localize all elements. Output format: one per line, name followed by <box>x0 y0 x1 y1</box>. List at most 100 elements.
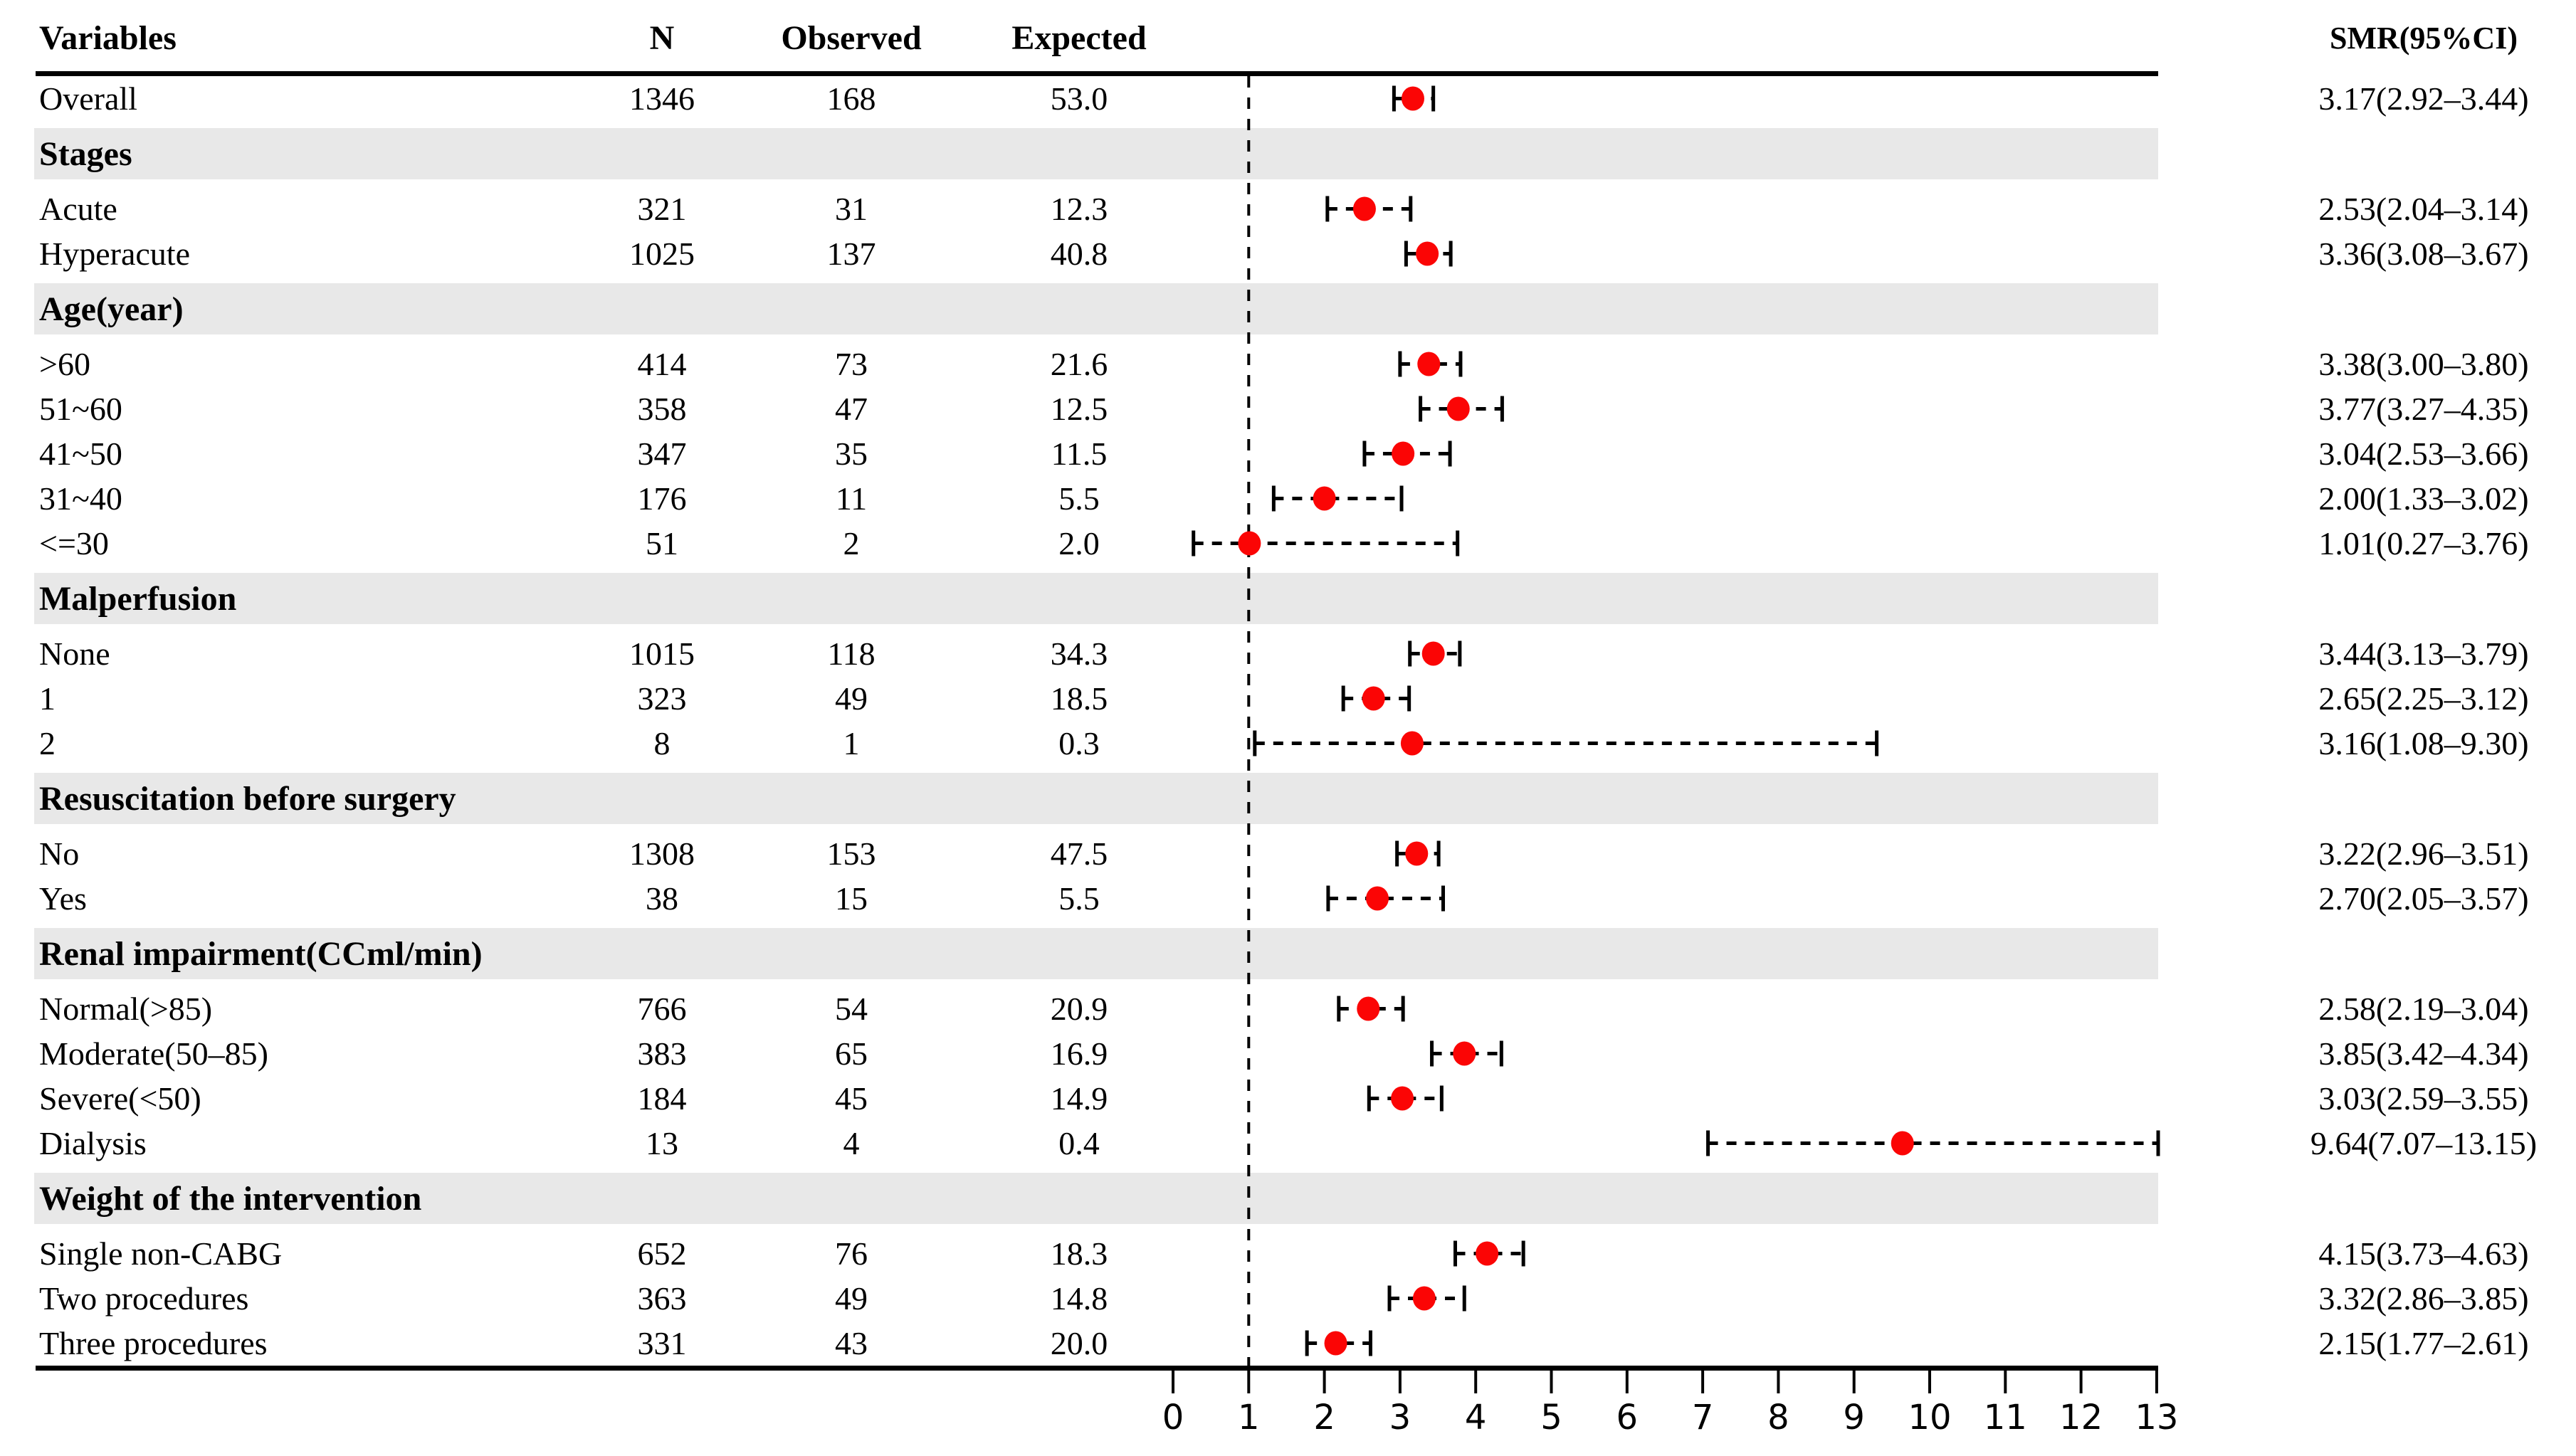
row-label: 51~60 <box>39 391 122 427</box>
table-row: Single non-CABG 652 76 18.3 4.15(3.73–4.63) <box>0 1231 2576 1276</box>
row-label: 2 <box>39 725 56 761</box>
table-row: 2 8 1 0.3 3.16(1.08–9.30) <box>0 721 2576 766</box>
table-row: Two procedures 363 49 14.8 3.32(2.86–3.85) <box>0 1276 2576 1321</box>
row-n: 1308 <box>629 835 695 872</box>
row-observed: 47 <box>835 391 868 427</box>
row-smr-ci: 2.70(2.05–3.57) <box>2318 880 2529 917</box>
row-smr-ci: 3.38(3.00–3.80) <box>2318 346 2529 382</box>
row-label: None <box>39 635 110 672</box>
row-smr-ci: 3.16(1.08–9.30) <box>2318 725 2529 761</box>
row-expected: 11.5 <box>1051 436 1108 472</box>
row-label: 1 <box>39 680 56 717</box>
section-label: Stages <box>39 134 132 173</box>
table-row: Severe(<50) 184 45 14.9 3.03(2.59–3.55) <box>0 1076 2576 1121</box>
row-observed: 76 <box>835 1235 868 1272</box>
col-header-n: N <box>649 19 675 57</box>
row-observed: 49 <box>835 1280 868 1317</box>
row-n: 383 <box>637 1035 687 1072</box>
row-observed: 54 <box>835 991 868 1027</box>
row-observed: 65 <box>835 1035 868 1072</box>
row-smr-ci: 3.36(3.08–3.67) <box>2318 236 2529 272</box>
table-row: Dialysis 13 4 0.4 9.64(7.07–13.15) <box>0 1121 2576 1166</box>
row-expected: 20.9 <box>1050 991 1108 1027</box>
row-observed: 11 <box>835 480 868 517</box>
table-row: Three procedures 331 43 20.0 2.15(1.77–2.61) <box>0 1321 2576 1366</box>
row-expected: 14.8 <box>1050 1280 1108 1317</box>
row-expected: 0.3 <box>1058 725 1100 761</box>
row-n: 323 <box>637 680 687 717</box>
table-row: No 1308 153 47.5 3.22(2.96–3.51) <box>0 831 2576 876</box>
row-n: 13 <box>646 1125 678 1161</box>
row-label: Severe(<50) <box>39 1080 201 1117</box>
table-row: Acute 321 31 12.3 2.53(2.04–3.14) <box>0 186 2576 231</box>
row-label: Single non-CABG <box>39 1235 283 1272</box>
row-n: 1025 <box>629 236 695 272</box>
row-n: 347 <box>637 436 687 472</box>
section-band: Resuscitation before surgery <box>34 773 2158 824</box>
row-label: 41~50 <box>39 436 122 472</box>
row-smr-ci: 2.65(2.25–3.12) <box>2318 680 2529 717</box>
row-expected: 5.5 <box>1058 480 1100 517</box>
row-smr-ci: 2.58(2.19–3.04) <box>2318 991 2529 1027</box>
row-label: Overall <box>39 80 137 117</box>
row-expected: 21.6 <box>1050 346 1108 382</box>
row-observed: 35 <box>835 436 868 472</box>
axis-tick-label: 3 <box>1389 1398 1411 1437</box>
row-expected: 16.9 <box>1050 1035 1108 1072</box>
row-smr-ci: 1.01(0.27–3.76) <box>2318 525 2529 561</box>
table-row: Overall 1346 168 53.0 3.17(2.92–3.44) <box>0 76 2576 121</box>
row-n: 1015 <box>629 635 695 672</box>
axis-tick-label: 7 <box>1691 1398 1714 1437</box>
row-observed: 73 <box>835 346 868 382</box>
row-n: 652 <box>637 1235 687 1272</box>
table-row: Yes 38 15 5.5 2.70(2.05–3.57) <box>0 876 2576 921</box>
row-n: 766 <box>637 991 687 1027</box>
row-label: Dialysis <box>39 1125 147 1161</box>
row-smr-ci: 3.22(2.96–3.51) <box>2318 835 2529 872</box>
axis-tick-label: 0 <box>1162 1398 1184 1437</box>
col-header-smr: SMR(95%CI) <box>2330 21 2518 56</box>
row-observed: 4 <box>843 1125 860 1161</box>
row-expected: 18.5 <box>1050 680 1108 717</box>
axis-tick-label: 5 <box>1540 1398 1562 1437</box>
table-row: <=30 51 2 2.0 1.01(0.27–3.76) <box>0 521 2576 566</box>
row-expected: 47.5 <box>1050 835 1108 872</box>
table-row: None 1015 118 34.3 3.44(3.13–3.79) <box>0 631 2576 676</box>
section-band: Renal impairment(CCml/min) <box>34 928 2158 979</box>
row-label: 31~40 <box>39 480 122 517</box>
col-header-variables: Variables <box>39 19 177 57</box>
table-row: 1 323 49 18.5 2.65(2.25–3.12) <box>0 676 2576 721</box>
axis-tick-label: 4 <box>1464 1398 1487 1437</box>
row-expected: 34.3 <box>1050 635 1108 672</box>
row-observed: 118 <box>827 635 876 672</box>
section-band: Weight of the intervention <box>34 1173 2158 1224</box>
axis-tick-label: 9 <box>1843 1398 1865 1437</box>
row-observed: 168 <box>826 80 876 117</box>
row-smr-ci: 3.04(2.53–3.66) <box>2318 436 2529 472</box>
row-observed: 2 <box>843 525 860 561</box>
col-header-expected: Expected <box>1011 19 1147 57</box>
row-smr-ci: 9.64(7.07–13.15) <box>2310 1125 2538 1161</box>
row-label: Acute <box>39 191 117 227</box>
row-smr-ci: 3.32(2.86–3.85) <box>2318 1280 2529 1317</box>
section-band: Malperfusion <box>34 573 2158 624</box>
row-observed: 45 <box>835 1080 868 1117</box>
row-expected: 5.5 <box>1058 880 1100 917</box>
row-expected: 12.5 <box>1050 391 1108 427</box>
row-expected: 20.0 <box>1050 1325 1108 1361</box>
row-n: 176 <box>637 480 687 517</box>
bottom-rule <box>36 1366 2158 1371</box>
row-label: Hyperacute <box>39 236 190 272</box>
section-band: Age(year) <box>34 283 2158 334</box>
axis-tick-label: 6 <box>1616 1398 1639 1437</box>
row-observed: 15 <box>835 880 868 917</box>
row-label: Three procedures <box>39 1325 268 1361</box>
row-n: 358 <box>637 391 687 427</box>
axis-tick-label: 10 <box>1908 1398 1952 1437</box>
row-smr-ci: 4.15(3.73–4.63) <box>2318 1235 2529 1272</box>
row-label: Moderate(50–85) <box>39 1035 268 1072</box>
row-expected: 18.3 <box>1050 1235 1108 1272</box>
table-row: 31~40 176 11 5.5 2.00(1.33–3.02) <box>0 476 2576 521</box>
row-label: Yes <box>39 880 87 917</box>
section-label: Malperfusion <box>39 579 237 618</box>
